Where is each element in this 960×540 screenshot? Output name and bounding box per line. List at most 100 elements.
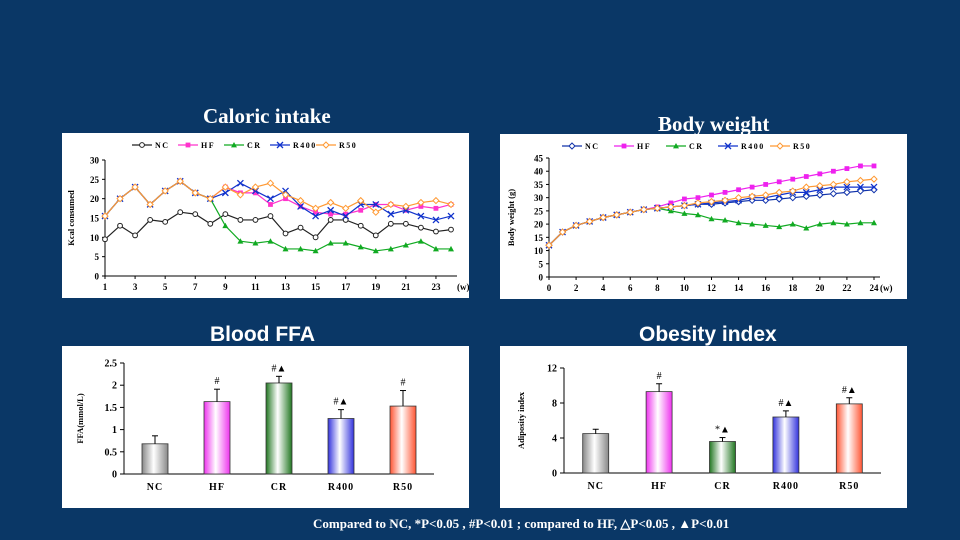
data-point-nc (147, 217, 154, 223)
y-tick-label: 5 (539, 259, 544, 269)
data-point-r50 (447, 200, 455, 209)
data-point-cr (402, 242, 409, 248)
y-tick-label: 20 (534, 220, 544, 230)
data-point-hf (776, 179, 782, 185)
x-tick-label: 16 (761, 283, 771, 293)
data-point-hf (790, 176, 796, 182)
data-point-r400 (417, 212, 425, 220)
bar-r50 (835, 403, 863, 474)
y-tick-label: 15 (90, 214, 100, 224)
legend-marker-nc (139, 142, 145, 148)
data-point-nc (402, 220, 409, 227)
caloric-intake-title: Caloric intake (203, 104, 331, 128)
data-point-hf (433, 205, 439, 211)
data-point-r50 (281, 191, 290, 199)
data-point-r50 (870, 175, 878, 183)
data-point-nc (207, 220, 214, 227)
x-tick-label: 12 (707, 283, 717, 293)
data-point-r400 (802, 188, 810, 196)
data-point-cr (237, 238, 244, 244)
data-point-nc (342, 217, 349, 223)
bar-r50 (389, 405, 417, 475)
legend-marker-r50 (322, 141, 330, 149)
y-tick-label: 15 (534, 233, 544, 243)
bar-cr (265, 382, 293, 475)
x-tick-label: 13 (281, 282, 291, 292)
legend-marker-r50 (776, 142, 784, 150)
data-point-r50 (357, 196, 365, 205)
data-point-nc (237, 217, 244, 223)
data-point-r50 (387, 200, 395, 209)
data-point-cr (830, 219, 837, 226)
data-point-cr (749, 221, 756, 227)
data-point-r400 (267, 195, 274, 203)
data-point-hf (253, 190, 258, 196)
data-point-hf (858, 163, 863, 169)
significance-footnote: Compared to NC, *P<0.05 , #P<0.01 ; comp… (313, 516, 730, 531)
x-tick-label: 21 (401, 282, 411, 292)
legend-marker-cr (231, 142, 237, 148)
data-point-r50 (680, 201, 689, 210)
data-point-cr (708, 215, 715, 222)
data-point-r50 (221, 183, 230, 191)
data-point-hf (817, 171, 823, 177)
data-point-r50 (101, 212, 109, 220)
x-tick-label: 0 (547, 283, 552, 293)
data-point-nc (297, 224, 304, 231)
data-point-cr (448, 245, 454, 252)
data-point-r50 (161, 187, 169, 195)
body-weight-title: Body weight (658, 112, 770, 136)
data-point-r50 (206, 194, 215, 203)
data-point-cr (803, 225, 810, 231)
data-point-r50 (843, 178, 851, 186)
bar-nc (141, 443, 169, 475)
significance-mark-r50: # (401, 378, 406, 389)
data-point-hf (749, 184, 755, 190)
data-point-cr (417, 238, 424, 244)
data-point-nc (222, 211, 229, 218)
series-line-nc (104, 211, 452, 240)
data-point-r50 (789, 187, 797, 195)
data-point-nc (357, 222, 364, 229)
data-point-nc (829, 189, 838, 198)
y-tick-label: 2.5 (105, 359, 118, 370)
data-point-cr (857, 219, 864, 226)
data-point-hf (668, 200, 674, 206)
data-point-cr (342, 240, 349, 246)
legend-marker-nc (568, 142, 576, 150)
x-tick-label: 14 (734, 283, 744, 293)
legend-marker-r400 (724, 142, 732, 150)
legend-label-nc: NC (585, 142, 600, 151)
data-point-r400 (312, 212, 320, 220)
data-point-r50 (146, 200, 154, 209)
x-tick-label: 15 (311, 282, 321, 292)
y-tick-label: 5 (95, 252, 100, 262)
data-point-r50 (694, 199, 702, 207)
y-tick-label: 8 (552, 399, 557, 410)
data-point-cr (267, 238, 274, 244)
y-tick-label: 0.5 (105, 447, 118, 458)
data-point-r50 (748, 192, 756, 201)
data-point-nc (843, 188, 851, 197)
data-point-cr (357, 244, 364, 250)
x-tick-label: 4 (601, 283, 606, 293)
data-point-nc (789, 193, 797, 202)
x-category-label-r50: R50 (393, 482, 413, 493)
data-point-nc (162, 218, 169, 225)
blood-ffa-chart: 0 0.5 1 1.5 2 2.5 FFA(mmol/L) NC # HF #▲ CR #▲ R400 # R… (62, 346, 469, 508)
data-point-r50 (176, 177, 184, 185)
x-category-label-cr: CR (714, 481, 730, 492)
y-tick-label: 1 (112, 425, 117, 436)
data-point-r50 (775, 188, 783, 197)
data-point-r400 (856, 183, 864, 191)
bar-hf (203, 401, 231, 475)
data-point-nc (117, 222, 123, 229)
data-point-nc (448, 226, 454, 233)
data-point-r50 (856, 176, 865, 185)
data-point-hf (313, 209, 319, 215)
data-point-nc (387, 220, 394, 227)
legend-label-r400: R400 (741, 142, 765, 151)
data-point-cr (282, 245, 289, 252)
y-tick-label: 30 (90, 156, 100, 166)
data-point-hf (709, 192, 714, 198)
